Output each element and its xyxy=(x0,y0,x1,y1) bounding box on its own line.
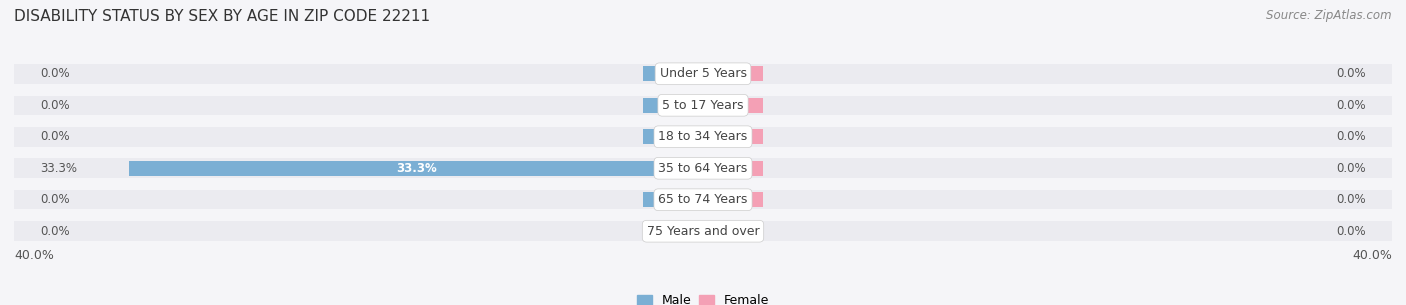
Bar xyxy=(14,95,1392,115)
Text: Under 5 Years: Under 5 Years xyxy=(659,67,747,80)
Text: 18 to 34 Years: 18 to 34 Years xyxy=(658,130,748,143)
Text: 0.0%: 0.0% xyxy=(39,193,69,206)
Bar xyxy=(643,192,703,207)
Text: 0.0%: 0.0% xyxy=(1337,225,1367,238)
Bar xyxy=(703,224,763,239)
Bar xyxy=(14,127,1392,146)
Bar xyxy=(643,129,703,144)
Text: 40.0%: 40.0% xyxy=(1353,249,1392,263)
Bar xyxy=(703,161,763,176)
Bar xyxy=(14,159,1392,178)
Bar xyxy=(703,66,763,81)
Text: 0.0%: 0.0% xyxy=(1337,193,1367,206)
Legend: Male, Female: Male, Female xyxy=(631,289,775,305)
Text: 75 Years and over: 75 Years and over xyxy=(647,225,759,238)
Text: Source: ZipAtlas.com: Source: ZipAtlas.com xyxy=(1267,9,1392,22)
Text: 0.0%: 0.0% xyxy=(39,225,69,238)
Text: 40.0%: 40.0% xyxy=(14,249,53,263)
Text: 0.0%: 0.0% xyxy=(1337,162,1367,175)
Text: 35 to 64 Years: 35 to 64 Years xyxy=(658,162,748,175)
Text: 33.3%: 33.3% xyxy=(39,162,77,175)
Bar xyxy=(643,98,703,113)
Text: 0.0%: 0.0% xyxy=(39,99,69,112)
Bar xyxy=(14,64,1392,84)
Bar xyxy=(129,161,703,176)
Bar xyxy=(643,66,703,81)
Bar xyxy=(703,192,763,207)
Text: 0.0%: 0.0% xyxy=(39,130,69,143)
Bar xyxy=(703,98,763,113)
Text: 0.0%: 0.0% xyxy=(1337,99,1367,112)
Bar xyxy=(703,129,763,144)
Text: 5 to 17 Years: 5 to 17 Years xyxy=(662,99,744,112)
Text: DISABILITY STATUS BY SEX BY AGE IN ZIP CODE 22211: DISABILITY STATUS BY SEX BY AGE IN ZIP C… xyxy=(14,9,430,24)
Bar xyxy=(14,221,1392,241)
Text: 65 to 74 Years: 65 to 74 Years xyxy=(658,193,748,206)
Bar xyxy=(14,190,1392,210)
Text: 33.3%: 33.3% xyxy=(396,162,437,175)
Text: 0.0%: 0.0% xyxy=(1337,67,1367,80)
Text: 0.0%: 0.0% xyxy=(1337,130,1367,143)
Text: 0.0%: 0.0% xyxy=(39,67,69,80)
Bar xyxy=(643,224,703,239)
